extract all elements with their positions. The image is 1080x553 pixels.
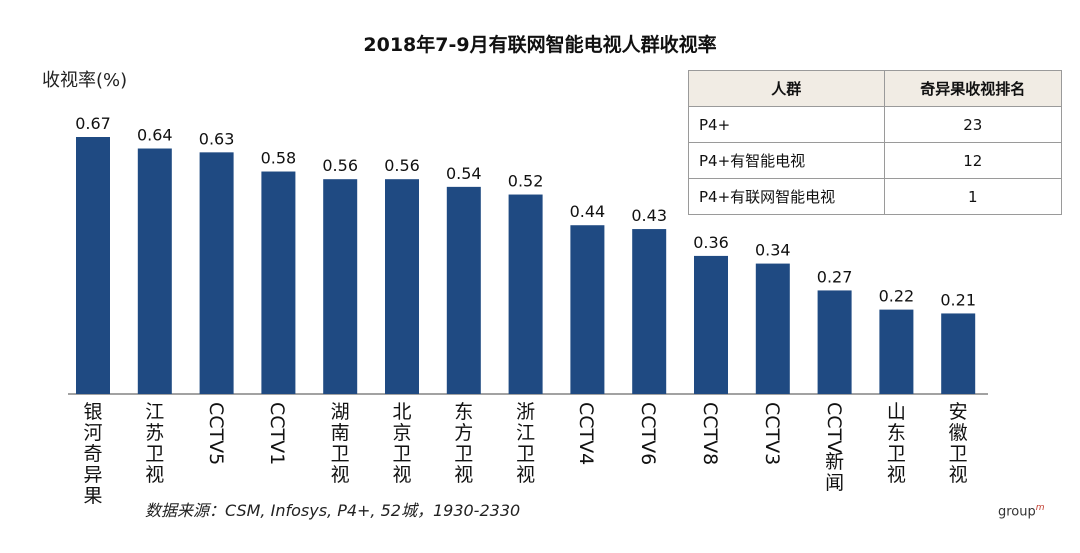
- bar: [817, 290, 852, 394]
- table-header-row: 人群 奇异果收视排名: [688, 70, 1063, 107]
- bar: [446, 186, 481, 394]
- data-label: 0.64: [137, 126, 173, 145]
- bar: [261, 171, 296, 394]
- table-cell: P4+有联网智能电视: [688, 178, 885, 215]
- brand-logo: groupm: [998, 503, 1045, 519]
- table-cell: P4+有智能电视: [688, 142, 885, 179]
- category-label: 银河奇异果: [83, 401, 103, 507]
- chart-title: 2018年7-9月有联网智能电视人群收视率: [363, 34, 717, 56]
- table-cell: P4+: [688, 106, 885, 143]
- category-label: 山东卫视: [886, 401, 906, 486]
- data-label: 0.56: [384, 156, 420, 175]
- category-label: 北京卫视: [392, 401, 412, 486]
- category-label: 安徽卫视: [948, 401, 968, 486]
- table-cell: 1: [883, 178, 1063, 215]
- bar: [199, 152, 234, 394]
- data-label: 0.52: [508, 172, 544, 191]
- table-cell: 12: [883, 142, 1063, 179]
- data-label: 0.67: [75, 114, 111, 133]
- category-label: CCTV3: [760, 402, 783, 466]
- category-label: 湖南卫视: [330, 401, 350, 486]
- table-row: P4+有联网智能电视 1: [688, 178, 1063, 215]
- data-label: 0.36: [693, 233, 729, 252]
- ranking-table: 人群 奇异果收视排名 P4+ 23 P4+有智能电视 12 P4+有联网智能电视…: [688, 70, 1063, 215]
- brand-suffix: m: [1035, 503, 1045, 513]
- y-axis-label: 收视率(%): [42, 70, 128, 91]
- bar: [323, 179, 358, 394]
- data-label: 0.54: [446, 164, 482, 183]
- bar: [508, 194, 543, 394]
- category-label: CCTV5: [204, 402, 227, 466]
- category-label: 浙江卫视: [516, 401, 536, 486]
- bar: [632, 229, 667, 394]
- bar: [570, 225, 605, 394]
- data-label: 0.34: [755, 241, 791, 260]
- bar: [385, 179, 419, 394]
- category-label: CCTV6: [637, 402, 660, 466]
- table-cell: 23: [883, 106, 1063, 143]
- bar: [755, 263, 790, 394]
- data-label: 0.63: [199, 129, 235, 148]
- category-label: CCTV1: [266, 402, 289, 466]
- category-label: 江苏卫视: [145, 401, 165, 486]
- category-label: CCTV4: [575, 402, 598, 466]
- table-header-cell: 人群: [688, 70, 885, 107]
- data-label: 0.43: [631, 206, 667, 225]
- table-row: P4+有智能电视 12: [688, 142, 1063, 179]
- category-label: 东方卫视: [454, 401, 474, 486]
- data-label: 0.21: [940, 290, 976, 309]
- category-label: CCTV8: [699, 402, 721, 466]
- table-header-cell: 奇异果收视排名: [883, 70, 1063, 107]
- data-label: 0.44: [570, 202, 606, 221]
- category-label: CCTV 新闻: [822, 402, 845, 494]
- data-label: 0.22: [879, 287, 915, 306]
- bar: [137, 148, 172, 394]
- data-label: 0.27: [817, 267, 853, 286]
- bar: [941, 313, 976, 394]
- brand-name: group: [998, 504, 1036, 520]
- data-label: 0.56: [322, 156, 358, 175]
- data-label: 0.58: [261, 149, 297, 168]
- bar: [694, 255, 728, 394]
- bar: [76, 137, 110, 394]
- bar: [879, 309, 914, 394]
- table-row: P4+ 23: [688, 106, 1063, 143]
- data-source-note: 数据来源：CSM, Infosys, P4+, 52城，1930-2330: [145, 501, 521, 520]
